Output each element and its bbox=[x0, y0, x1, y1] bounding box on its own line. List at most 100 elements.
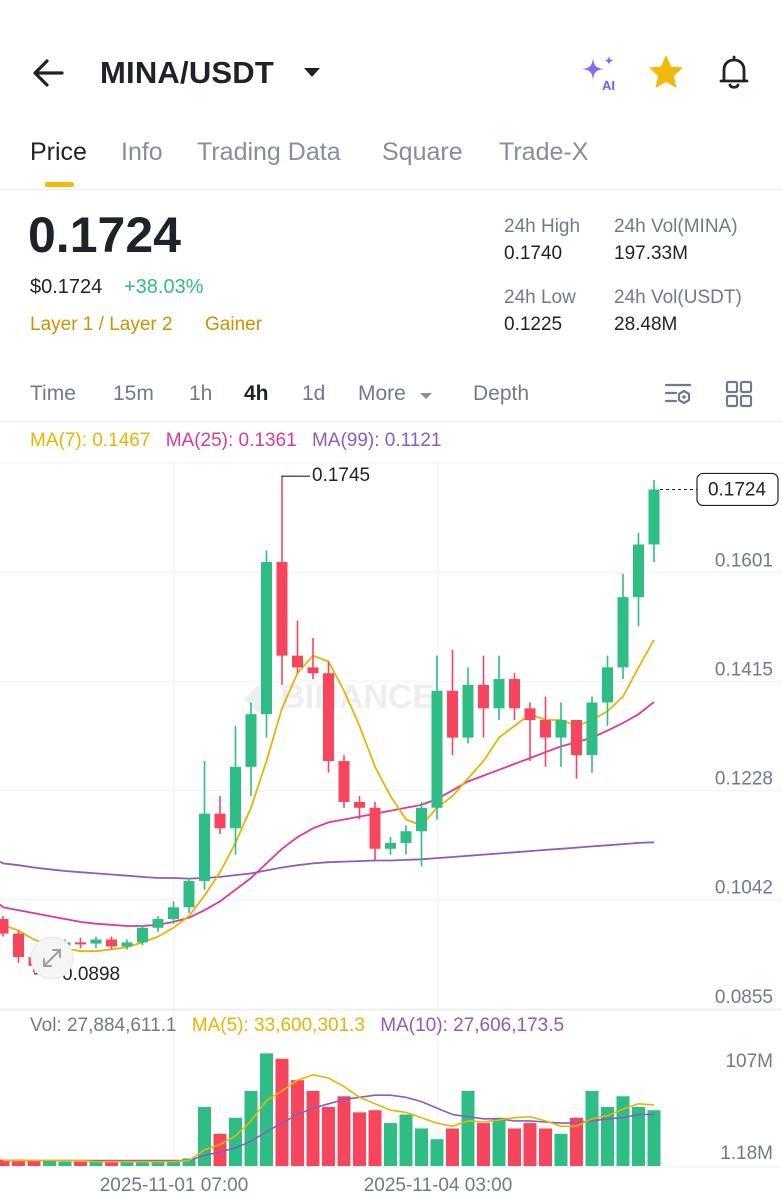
candle-down bbox=[292, 655, 303, 668]
bell-icon[interactable] bbox=[714, 52, 754, 92]
volume-bar-down bbox=[74, 1161, 87, 1166]
ma-lines bbox=[0, 639, 655, 953]
candle-down bbox=[571, 720, 582, 756]
candle-down bbox=[447, 690, 458, 738]
low-marker-label: 0.0898 bbox=[62, 964, 120, 985]
candle-down bbox=[214, 813, 226, 829]
vol-ma5-value: MA(5): 33,600,301.3 bbox=[191, 1015, 365, 1036]
volume-bar-down bbox=[477, 1123, 490, 1166]
volume-bar-up bbox=[647, 1110, 661, 1166]
vol-ma10-value: MA(10): 27,606,173.5 bbox=[380, 1015, 565, 1036]
candle-down bbox=[478, 684, 489, 709]
interval-more[interactable]: More bbox=[358, 382, 406, 405]
caret-down-icon[interactable] bbox=[300, 60, 324, 84]
volume-bar-up bbox=[601, 1107, 614, 1166]
candle-up bbox=[183, 880, 195, 908]
tab-trading-data[interactable]: Trading Data bbox=[197, 138, 341, 166]
chart-grid bbox=[0, 462, 782, 1168]
volume-axis-max: 107M bbox=[725, 1051, 773, 1072]
depth-tab[interactable]: Depth bbox=[473, 382, 530, 405]
ma99-line bbox=[0, 841, 655, 880]
candle-up bbox=[633, 544, 644, 598]
candle-up bbox=[245, 714, 257, 767]
volume-bars bbox=[0, 1053, 661, 1166]
volume-bar-up bbox=[632, 1107, 645, 1166]
change-percent: +38.03% bbox=[124, 276, 204, 298]
candle-up bbox=[137, 927, 148, 943]
volume-bar-down bbox=[539, 1128, 552, 1166]
volume-bar-up bbox=[616, 1096, 630, 1166]
volume-bar-down bbox=[322, 1107, 335, 1166]
stat-low-value: 0.1225 bbox=[504, 314, 563, 335]
back-arrow-icon[interactable] bbox=[28, 52, 70, 94]
candle-up bbox=[586, 702, 598, 756]
tab-info[interactable]: Info bbox=[121, 138, 163, 166]
stat-high-label: 24h High bbox=[504, 216, 581, 237]
volume-bar-down bbox=[0, 1159, 10, 1166]
ma7-value: MA(7): 0.1467 bbox=[30, 430, 151, 451]
volume-bar-up bbox=[430, 1139, 444, 1166]
volume-bar-up bbox=[492, 1117, 506, 1166]
volume-bar-up bbox=[151, 1160, 165, 1166]
price-axis-label: 0.1228 bbox=[715, 769, 773, 790]
volume-bar-up bbox=[89, 1161, 103, 1166]
price-axis-label: 0.1042 bbox=[715, 878, 773, 899]
ai-sparkle-icon[interactable]: AI bbox=[578, 52, 620, 94]
pair-title[interactable]: MINA/USDT bbox=[100, 55, 275, 90]
vol-ma10-line bbox=[3, 1094, 654, 1162]
layout-grid-icon[interactable] bbox=[723, 378, 755, 410]
tab-square[interactable]: Square bbox=[382, 138, 463, 166]
volume-bar-up bbox=[43, 1160, 56, 1166]
volume-bar-up bbox=[244, 1090, 258, 1166]
volume-bar-up bbox=[182, 1158, 196, 1166]
indicator-settings-icon[interactable] bbox=[662, 378, 694, 410]
ma-legend: MA(7): 0.1467 MA(25): 0.1361 MA(99): 0.1… bbox=[30, 430, 452, 452]
interval-time[interactable]: Time bbox=[30, 382, 76, 405]
volume-bar-down bbox=[570, 1117, 583, 1166]
candle-up bbox=[400, 831, 412, 843]
candle-down bbox=[509, 679, 520, 709]
candle-down bbox=[323, 673, 334, 761]
stat-low-label: 24h Low bbox=[504, 287, 576, 308]
volume-bar-up bbox=[415, 1128, 428, 1166]
price-axis-label: 0.1415 bbox=[715, 659, 773, 680]
last-price-label: 0.1724 bbox=[708, 479, 767, 500]
candle-down bbox=[369, 807, 381, 849]
ma25-line bbox=[0, 701, 655, 927]
chart-annotations: 0.1745 0.0898 0.1724 bbox=[34, 465, 779, 985]
candle-down bbox=[307, 667, 319, 674]
candle-down bbox=[540, 720, 551, 738]
interval-1h[interactable]: 1h bbox=[189, 382, 213, 405]
stat-vol-quote-value: 28.48M bbox=[614, 314, 678, 335]
candle-down bbox=[13, 933, 24, 958]
stat-high-value: 0.1740 bbox=[504, 243, 563, 264]
time-axis-label: 2025-11-01 07:00 bbox=[100, 1175, 249, 1196]
volume-bar-down bbox=[105, 1161, 118, 1166]
candle-down bbox=[524, 708, 536, 721]
volume-bar-down bbox=[368, 1110, 382, 1166]
tag-gainer[interactable]: Gainer bbox=[205, 314, 263, 335]
volume-axis-min: 1.18M bbox=[720, 1143, 773, 1164]
interval-15m[interactable]: 15m bbox=[113, 382, 154, 405]
tab-price[interactable]: Price bbox=[30, 138, 87, 166]
volume-legend: Vol: 27,884,611.1 MA(5): 33,600,301.3 MA… bbox=[30, 1015, 574, 1037]
volume-bar-down bbox=[508, 1128, 521, 1166]
candle-down bbox=[354, 801, 365, 808]
candle-up bbox=[168, 907, 179, 919]
more-caret-icon[interactable] bbox=[416, 386, 436, 406]
candle-up bbox=[152, 918, 164, 928]
expand-chart-icon[interactable] bbox=[30, 936, 74, 980]
candlestick-chart[interactable]: ◆ BINANCE 0.17880.16010.14150.12280.1042… bbox=[0, 462, 782, 1200]
candle-up bbox=[385, 842, 396, 849]
interval-1d[interactable]: 1d bbox=[302, 382, 326, 405]
volume-bar-down bbox=[291, 1080, 304, 1166]
interval-4h[interactable]: 4h bbox=[244, 382, 269, 405]
ma7-line bbox=[0, 639, 655, 953]
price-axis-label: 0.0855 bbox=[715, 987, 773, 1008]
candle-up bbox=[261, 562, 272, 715]
favorite-star-icon[interactable] bbox=[646, 52, 686, 92]
tag-layer[interactable]: Layer 1 / Layer 2 bbox=[30, 314, 173, 335]
tab-trade-x[interactable]: Trade-X bbox=[499, 138, 589, 166]
candle-down bbox=[0, 918, 9, 934]
volume-bar-up bbox=[461, 1090, 475, 1166]
